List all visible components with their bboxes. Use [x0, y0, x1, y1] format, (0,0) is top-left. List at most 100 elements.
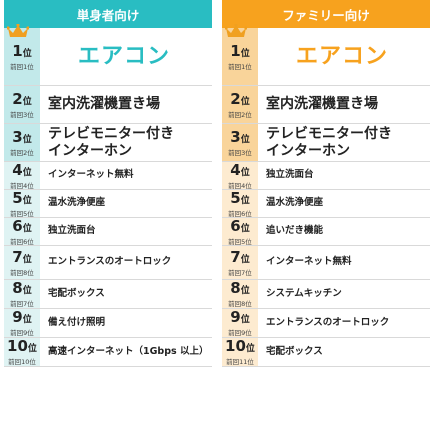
rank-number: 7位 — [12, 249, 31, 265]
rank-number: 10位 — [225, 338, 255, 354]
previous-rank: 前回7位 — [228, 268, 252, 277]
ranking-row: 2位 前回2位 室内洗濯機置き場 — [222, 86, 430, 124]
rank-cell: 2位前回3位 — [4, 86, 40, 123]
rank-value: 4 — [230, 160, 241, 179]
rank-cell: 1位前回1位 — [4, 24, 40, 85]
rank-number: 6位 — [12, 218, 31, 234]
rank-number: 9位 — [230, 309, 249, 325]
rank-value: 10 — [225, 337, 246, 355]
ranking-row: 3位 前回3位 テレビモニター付き インターホン — [222, 124, 430, 162]
rank-value: 2 — [230, 89, 241, 108]
ranking-row: 1位前回1位 エアコン — [4, 24, 212, 86]
rank-number: 1位 — [230, 43, 249, 59]
facility-name: 室内洗濯機置き場 — [266, 96, 378, 113]
rank-value: 1 — [230, 41, 241, 60]
ranking-row: 7位前回8位 エントランスのオートロック — [4, 246, 212, 280]
rank-number: 7位 — [230, 249, 249, 265]
rank-suffix: 位 — [245, 344, 255, 354]
ranking-row: 7位 前回7位 インターネット無料 — [222, 246, 430, 280]
previous-rank: 前回7位 — [10, 300, 34, 308]
rank-number: 2位 — [12, 91, 31, 107]
rank-suffix: 位 — [22, 48, 32, 59]
facility-name: インターネット無料 — [48, 169, 134, 181]
rank-number: 5位 — [12, 190, 31, 206]
rank-number: 6位 — [230, 218, 249, 234]
rank-cell: 6位前回6位 — [4, 218, 40, 246]
rank-value: 6 — [230, 216, 241, 235]
rank-cell: 4位 前回4位 — [222, 162, 258, 190]
single-ranking-panel: 単身者向け 1位 前回1位 エアコン 2位 前回3位 室内洗濯機置き場 3位 前回2位 テレビモ… — [4, 0, 212, 367]
rank-number: 3位 — [230, 129, 249, 145]
crown-icon — [225, 24, 247, 37]
previous-rank: 前回5位 — [10, 209, 34, 218]
rank-cell: 1位前回1位 — [222, 24, 258, 85]
rank-number: 9位 — [12, 309, 31, 325]
rank-number: 8位 — [12, 280, 31, 296]
facility-name: 備え付け照明 — [48, 316, 106, 328]
rank-value: 8 — [230, 279, 241, 297]
rank-value: 2 — [12, 89, 23, 108]
previous-rank: 前回11位 — [226, 358, 254, 366]
rank-number: 8位 — [230, 280, 249, 296]
ranking-row: 4位 前回4位 独立洗面台 — [222, 162, 430, 190]
ranking-row: 8位 前回7位 宅配ボックス — [4, 280, 212, 309]
family-header: ファミリー向け — [222, 0, 430, 28]
previous-rank: 前回9位 — [10, 329, 34, 337]
rank-suffix: 位 — [22, 96, 32, 107]
facility-name: 高速インターネット（1Gbps 以上） — [48, 345, 209, 357]
previous-rank: 前回1位 — [228, 62, 252, 71]
previous-rank: 前回2位 — [228, 110, 252, 119]
rank-number: 1位 — [12, 43, 31, 59]
previous-rank: 前回8位 — [10, 268, 34, 277]
rank-value: 1 — [12, 41, 23, 60]
rank-suffix: 位 — [240, 315, 250, 325]
facility-name: システムキッチン — [266, 287, 342, 299]
facility-name: 独立洗面台 — [266, 169, 314, 181]
rank-suffix: 位 — [240, 254, 250, 265]
ranking-row: 8位 前回8位 システムキッチン — [222, 280, 430, 309]
rank-number: 3位 — [12, 129, 31, 145]
facility-name: 独立洗面台 — [48, 225, 96, 237]
rank-value: 5 — [12, 188, 23, 207]
rank-suffix: 位 — [22, 167, 32, 178]
facility-name: 宅配ボックス — [266, 345, 323, 357]
previous-rank: 前回3位 — [10, 110, 34, 119]
rank-number: 5位 — [230, 190, 249, 206]
facility-name: エントランスのオートロック — [48, 256, 172, 268]
rank-number: 4位 — [230, 162, 249, 178]
facility-name: エアコン — [295, 43, 388, 69]
rank-value: 9 — [230, 308, 241, 326]
rank-number: 4位 — [12, 162, 31, 178]
single-ranking-list: 1位 前回1位 エアコン 2位 前回3位 室内洗濯機置き場 3位 前回2位 テレビモニター付き … — [4, 24, 212, 367]
rank-suffix: 位 — [22, 223, 32, 234]
rank-value: 4 — [12, 160, 23, 179]
previous-rank: 前回9位 — [228, 329, 252, 337]
rank-cell: 10位前回11位 — [222, 338, 258, 366]
ranking-row: 1位前回1位 エアコン — [222, 24, 430, 86]
rank-cell: 9位前回9位 — [222, 309, 258, 337]
rank-value: 8 — [12, 279, 23, 297]
rank-cell: 5位前回6位 — [222, 190, 258, 218]
previous-rank: 前回6位 — [10, 237, 34, 246]
rank-cell: 7位前回7位 — [222, 246, 258, 279]
facility-name: インターネット無料 — [266, 256, 352, 268]
rank-value: 10 — [7, 337, 28, 355]
rank-suffix: 位 — [240, 48, 250, 59]
previous-rank: 前回1位 — [10, 62, 34, 71]
ranking-row: 10位 前回11位 宅配ボックス — [222, 338, 430, 367]
ranking-row: 9位 前回9位 エントランスのオートロック — [222, 309, 430, 338]
rank-cell: 10位 前回10位 — [4, 338, 40, 366]
facility-name: 追いだき機能 — [266, 225, 324, 237]
facility-name: 温水洗浄便座 — [266, 197, 324, 209]
ranking-row: 2位 前回3位 室内洗濯機置き場 — [4, 86, 212, 124]
rank-suffix: 位 — [22, 134, 32, 145]
facility-name: エアコン — [77, 43, 170, 69]
previous-rank: 前回10位 — [8, 358, 36, 366]
rank-value: 7 — [230, 247, 241, 266]
crown-icon — [7, 24, 29, 37]
previous-rank: 前回3位 — [228, 148, 252, 157]
previous-rank: 前回2位 — [10, 148, 34, 157]
previous-rank: 前回6位 — [228, 209, 252, 218]
rank-cell: 4位 前回4位 — [4, 162, 40, 190]
ranking-row: 5位 前回6位 温水洗浄便座 — [222, 190, 430, 218]
